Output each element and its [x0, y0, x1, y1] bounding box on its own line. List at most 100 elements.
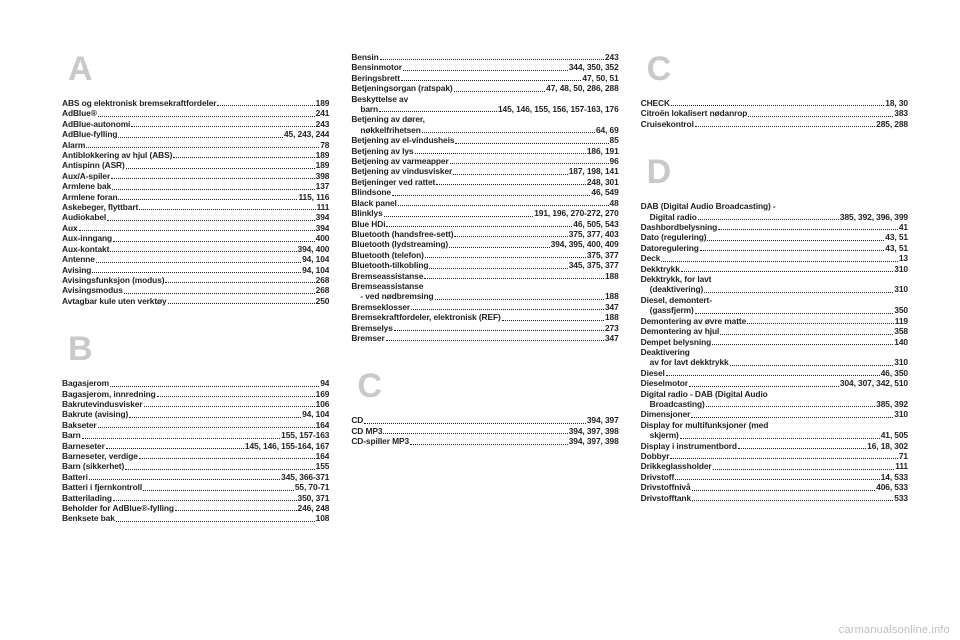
index-entry[interactable]: Batteri 345, 366-371 [62, 472, 329, 482]
index-entry[interactable]: Betjeninger ved rattet 248, 301 [351, 177, 618, 187]
index-entry[interactable]: Blue HDi 46, 505, 543 [351, 219, 618, 229]
index-entry[interactable]: Betjening av vindusvisker 187, 198, 141 [351, 166, 618, 176]
index-entry[interactable]: Betjening av el-vindusheis 85 [351, 135, 618, 145]
index-entry[interactable]: Betjening av varmeapper 96 [351, 156, 618, 166]
index-entry[interactable]: Deck 13 [641, 253, 908, 263]
index-entry[interactable]: Bremseklosser 347 [351, 302, 618, 312]
index-entry[interactable]: Askebeger, flyttbart 111 [62, 202, 329, 212]
index-entry[interactable]: Bakrutevindusvisker 106 [62, 399, 329, 409]
index-entry[interactable]: Broadcasting) 385, 392 [641, 399, 908, 409]
index-entry[interactable]: av for lavt dekktrykk 310 [641, 357, 908, 367]
index-entry[interactable]: skjerm) 41, 505 [641, 430, 908, 440]
index-entry[interactable]: DAB (Digital Audio Broadcasting) - [641, 201, 908, 211]
index-entry[interactable]: Bremsekraftfordeler, elektronisk (REF) 18… [351, 312, 618, 322]
index-entry[interactable]: Bremselys 273 [351, 323, 618, 333]
index-entry[interactable]: Avisingsfunksjon (modus) 268 [62, 275, 329, 285]
index-entry[interactable]: Bremser 347 [351, 333, 618, 343]
index-entry[interactable]: Drivstoffnivå 406, 533 [641, 482, 908, 492]
index-entry[interactable]: (gassfjerm) 350 [641, 305, 908, 315]
index-entry[interactable]: Armlene bak 137 [62, 181, 329, 191]
index-entry[interactable]: Betjening av lys 186, 191 [351, 146, 618, 156]
index-entry[interactable]: Alarm 78 [62, 140, 329, 150]
index-entry[interactable]: Aux 394 [62, 223, 329, 233]
index-entry[interactable]: Avisingsmodus 268 [62, 285, 329, 295]
entry-label: Antenne [62, 254, 95, 265]
index-entry[interactable]: Antenne 94, 104 [62, 254, 329, 264]
index-entry[interactable]: AdBlue® 241 [62, 108, 329, 118]
index-entry[interactable]: CD MP3 394, 397, 398 [351, 426, 618, 436]
index-entry[interactable]: Aux-inngang 400 [62, 233, 329, 243]
index-entry[interactable]: barn 145, 146, 155, 156, 157-163, 176 [351, 104, 618, 114]
dot-leader [81, 437, 281, 439]
index-entry[interactable]: (deaktivering) 310 [641, 284, 908, 294]
index-entry[interactable]: - ved nødbremsing 188 [351, 291, 618, 301]
index-entry[interactable]: Bluetooth (lydstreaming) 394, 395, 400, 4… [351, 239, 618, 249]
index-entry[interactable]: Bensinmotor 344, 350, 352 [351, 62, 618, 72]
index-entry[interactable]: Demontering av hjul 358 [641, 326, 908, 336]
index-entry[interactable]: Betjening av dører, [351, 114, 618, 124]
index-entry[interactable]: Diesel 46, 350 [641, 368, 908, 378]
index-entry[interactable]: Bremseassistanse [351, 281, 618, 291]
index-entry[interactable]: Bakseter 164 [62, 420, 329, 430]
index-entry[interactable]: Deaktivering [641, 347, 908, 357]
index-entry[interactable]: Beskyttelse av [351, 94, 618, 104]
index-entry[interactable]: Display for multifunksjoner (med [641, 420, 908, 430]
index-entry[interactable]: CD-spiller MP3 394, 397, 398 [351, 436, 618, 446]
index-entry[interactable]: Beringsbrett 47, 50, 51 [351, 73, 618, 83]
index-entry[interactable]: Audiokabel 394 [62, 212, 329, 222]
index-entry[interactable]: Dekktrykk 310 [641, 264, 908, 274]
index-entry[interactable]: ABS og elektronisk bremsekraftfordeler 18… [62, 98, 329, 108]
index-entry[interactable]: Barn (sikkerhet) 155 [62, 461, 329, 471]
index-entry[interactable]: Bluetooth (handsfree-sett) 375, 377, 403 [351, 229, 618, 239]
index-entry[interactable]: Dashbordbelysning 41 [641, 222, 908, 232]
index-entry[interactable]: Antispinn (ASR) 189 [62, 160, 329, 170]
index-entry[interactable]: Drivstofftank 533 [641, 493, 908, 503]
index-entry[interactable]: Bluetooth (telefon) 375, 377 [351, 250, 618, 260]
index-entry[interactable]: nøkkelfrihetsen 64, 69 [351, 125, 618, 135]
index-entry[interactable]: Display i instrumentbord 16, 18, 302 [641, 441, 908, 451]
index-entry[interactable]: Dempet belysning 140 [641, 337, 908, 347]
index-entry[interactable]: Digital radio 385, 392, 396, 399 [641, 212, 908, 222]
index-entry[interactable]: CHECK 18, 30 [641, 98, 908, 108]
index-entry[interactable]: Dimensjoner 310 [641, 409, 908, 419]
index-entry[interactable]: Dekktrykk, for lavt [641, 274, 908, 284]
index-entry[interactable]: Bagasjerom 94 [62, 378, 329, 388]
index-entry[interactable]: Bremseassistanse 188 [351, 271, 618, 281]
index-entry[interactable]: Drikkeglassholder 111 [641, 461, 908, 471]
index-entry[interactable]: Diesel, demontert- [641, 295, 908, 305]
index-entry[interactable]: Avising 94, 104 [62, 265, 329, 275]
index-entry[interactable]: Bakrute (avising) 94, 104 [62, 409, 329, 419]
index-entry[interactable]: CD 394, 397 [351, 415, 618, 425]
index-entry[interactable]: Barneseter 145, 146, 155-164, 167 [62, 441, 329, 451]
index-entry[interactable]: Benksete bak 108 [62, 513, 329, 523]
index-entry[interactable]: Bagasjerom, innredning 169 [62, 389, 329, 399]
index-entry[interactable]: Drivstoff 14, 533 [641, 472, 908, 482]
index-entry[interactable]: Dato (regulering) 43, 51 [641, 232, 908, 242]
index-entry[interactable]: Batterilading 350, 371 [62, 493, 329, 503]
index-entry[interactable]: Bensin 243 [351, 52, 618, 62]
index-entry[interactable]: Aux/A-spiler 398 [62, 171, 329, 181]
index-entry[interactable]: AdBlue-autonomi 243 [62, 119, 329, 129]
index-entry[interactable]: Dieselmotor 304, 307, 342, 510 [641, 378, 908, 388]
index-entry[interactable]: Dobbyr 71 [641, 451, 908, 461]
index-entry[interactable]: Digital radio - DAB (Digital Audio [641, 389, 908, 399]
index-entry[interactable]: Avtagbar kule uten verktøy 250 [62, 296, 329, 306]
index-entry[interactable]: Blindsone 46, 549 [351, 187, 618, 197]
index-entry[interactable]: AdBlue-fylling 45, 243, 244 [62, 129, 329, 139]
index-entry[interactable]: Datoregulering 43, 51 [641, 243, 908, 253]
index-entry[interactable]: Blinklys 191, 196, 270-272, 270 [351, 208, 618, 218]
index-entry[interactable]: Bluetooth-tilkobling 345, 375, 377 [351, 260, 618, 270]
entry-page: 18, 30 [885, 98, 908, 108]
index-entry[interactable]: Armlene foran 115, 116 [62, 192, 329, 202]
index-entry[interactable]: Black panel 48 [351, 198, 618, 208]
index-entry[interactable]: Citroën lokalisert nødanrop 383 [641, 108, 908, 118]
index-entry[interactable]: Demontering av øvre matte 119 [641, 316, 908, 326]
index-entry[interactable]: Aux-kontakt 394, 400 [62, 244, 329, 254]
index-entry[interactable]: Betjeningsorgan (ratspak) 47, 48, 50, 286… [351, 83, 618, 93]
index-entry[interactable]: Barneseter, verdige 164 [62, 451, 329, 461]
index-entry[interactable]: Cruisekontrol 285, 288 [641, 119, 908, 129]
index-entry[interactable]: Barn 155, 157-163 [62, 430, 329, 440]
index-entry[interactable]: Antiblokkering av hjul (ABS) 189 [62, 150, 329, 160]
index-entry[interactable]: Beholder for AdBlue®-fylling 246, 248 [62, 503, 329, 513]
index-entry[interactable]: Batteri i fjernkontroll 55, 70-71 [62, 482, 329, 492]
